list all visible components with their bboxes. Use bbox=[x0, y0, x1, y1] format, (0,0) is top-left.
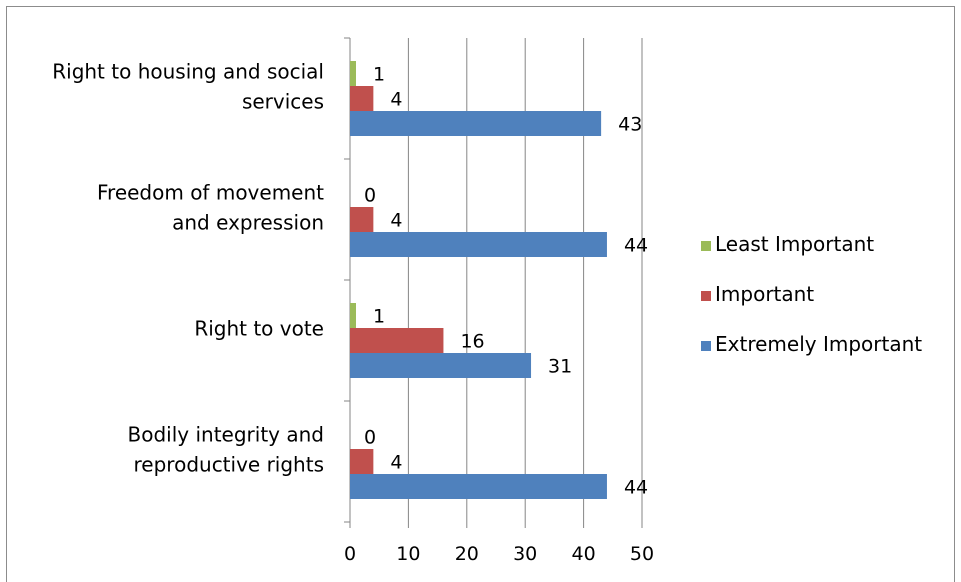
category-label: Bodily integrity and bbox=[128, 423, 324, 447]
gridlines bbox=[407, 38, 643, 522]
x-tick-label: 30 bbox=[513, 543, 537, 565]
data-label: 4 bbox=[390, 210, 402, 232]
bar bbox=[350, 474, 607, 499]
bar bbox=[350, 86, 374, 111]
x-tick-label: 40 bbox=[572, 543, 596, 565]
legend-label: Important bbox=[715, 282, 814, 306]
category-label: Right to vote bbox=[194, 317, 324, 341]
data-label: 4 bbox=[390, 452, 402, 474]
bar bbox=[350, 449, 374, 474]
bar bbox=[350, 353, 532, 378]
data-label: 43 bbox=[618, 114, 642, 136]
bar bbox=[350, 232, 607, 257]
bar bbox=[350, 111, 602, 136]
x-tick-label: 0 bbox=[344, 543, 356, 565]
data-label: 44 bbox=[624, 235, 648, 257]
data-label: 0 bbox=[364, 185, 376, 207]
data-label: 16 bbox=[460, 331, 484, 353]
data-label: 1 bbox=[373, 64, 385, 86]
bars bbox=[350, 61, 607, 499]
data-label: 0 bbox=[364, 427, 376, 449]
data-label: 4 bbox=[390, 89, 402, 111]
category-label: reproductive rights bbox=[134, 453, 324, 477]
bar bbox=[350, 61, 356, 86]
legend-swatch bbox=[701, 341, 711, 351]
bar bbox=[350, 303, 356, 328]
data-label: 31 bbox=[548, 356, 572, 378]
x-tick-label: 10 bbox=[396, 543, 420, 565]
legend-swatch bbox=[701, 241, 711, 251]
x-tick-label: 50 bbox=[630, 543, 654, 565]
data-label: 44 bbox=[624, 477, 648, 499]
x-tick-label: 20 bbox=[455, 543, 479, 565]
category-label: services bbox=[242, 90, 324, 114]
category-label: Right to housing and social bbox=[52, 60, 324, 84]
category-label: Freedom of movement bbox=[97, 181, 324, 205]
legend-label: Extremely Important bbox=[715, 332, 922, 356]
legend-swatch bbox=[701, 291, 711, 301]
category-label: and expression bbox=[172, 211, 324, 235]
legend: Least Important Important Extremely Import… bbox=[701, 232, 922, 356]
data-label: 1 bbox=[373, 306, 385, 328]
bar bbox=[350, 328, 444, 353]
bar bbox=[350, 207, 374, 232]
legend-label: Least Important bbox=[715, 232, 874, 256]
